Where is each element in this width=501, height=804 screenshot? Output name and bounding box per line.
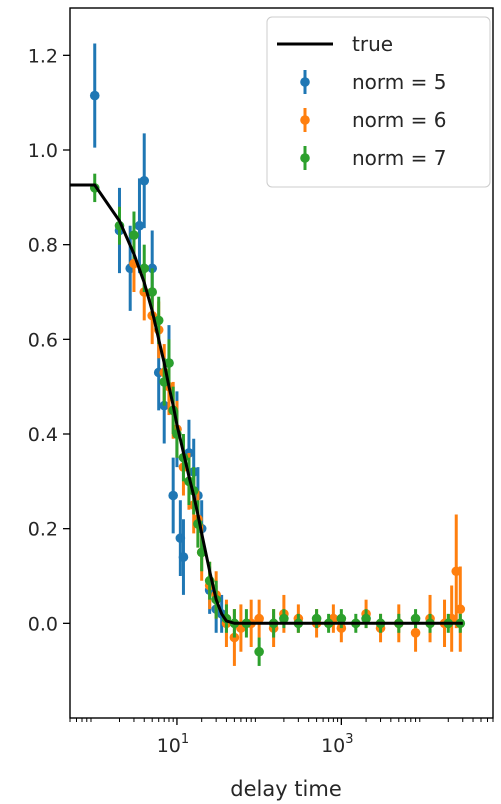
plot-area [70,43,466,666]
legend-label: norm = 6 [352,108,446,132]
data-point [451,566,462,577]
data-point [254,613,264,624]
legend-label-true: true [352,32,393,56]
data-point [168,490,178,501]
y-tick-label: 0.0 [28,613,58,635]
x-tick-label: 101 [157,732,189,757]
true-line [70,183,463,625]
y-axis: 0.0 0.2 0.4 0.6 0.8 1.0 1.2 [28,45,70,635]
data-point [134,220,145,231]
y-tick-label: 1.2 [28,45,58,67]
data-point [455,604,466,614]
data-point [147,287,157,297]
data-point [410,628,421,638]
data-point [361,613,371,624]
series-layer [70,43,466,666]
data-point [164,358,174,368]
data-point [159,400,170,411]
y-tick-label: 0.2 [28,519,58,541]
legend-entry-series: norm = 7 [300,146,446,170]
x-axis: 101 103 [69,718,494,757]
data-point [139,175,150,186]
data-point [178,552,189,562]
data-point [279,613,289,624]
data-point [129,230,139,240]
series-7 [89,173,466,666]
series-6 [129,235,466,666]
legend-entry-series: norm = 6 [300,108,446,132]
legend: true norm = 5 norm = 6 norm = 7 [266,16,491,188]
legend-entry-true: true [277,32,393,56]
x-axis-title: delay time [230,777,342,801]
data-point [336,613,347,624]
y-tick-label: 1.0 [28,140,58,162]
y-tick-label: 0.4 [28,424,58,446]
legend-series: norm = 5 norm = 6 norm = 7 [300,70,446,170]
data-point [410,613,421,624]
data-point [139,263,150,274]
legend-box [266,16,491,188]
data-point [311,613,322,624]
y-tick-label: 0.6 [28,329,58,351]
legend-label: norm = 7 [352,146,446,170]
legend-entry-series: norm = 5 [300,70,446,94]
legend-label: norm = 5 [352,70,446,94]
data-point [89,90,100,101]
data-point [254,646,264,657]
x-tick-label: 103 [321,732,353,757]
legend-marker [300,77,310,87]
legend-marker [300,153,310,163]
plot-frame [69,7,494,719]
legend-marker [300,115,310,125]
y-tick-label: 0.8 [28,235,58,257]
